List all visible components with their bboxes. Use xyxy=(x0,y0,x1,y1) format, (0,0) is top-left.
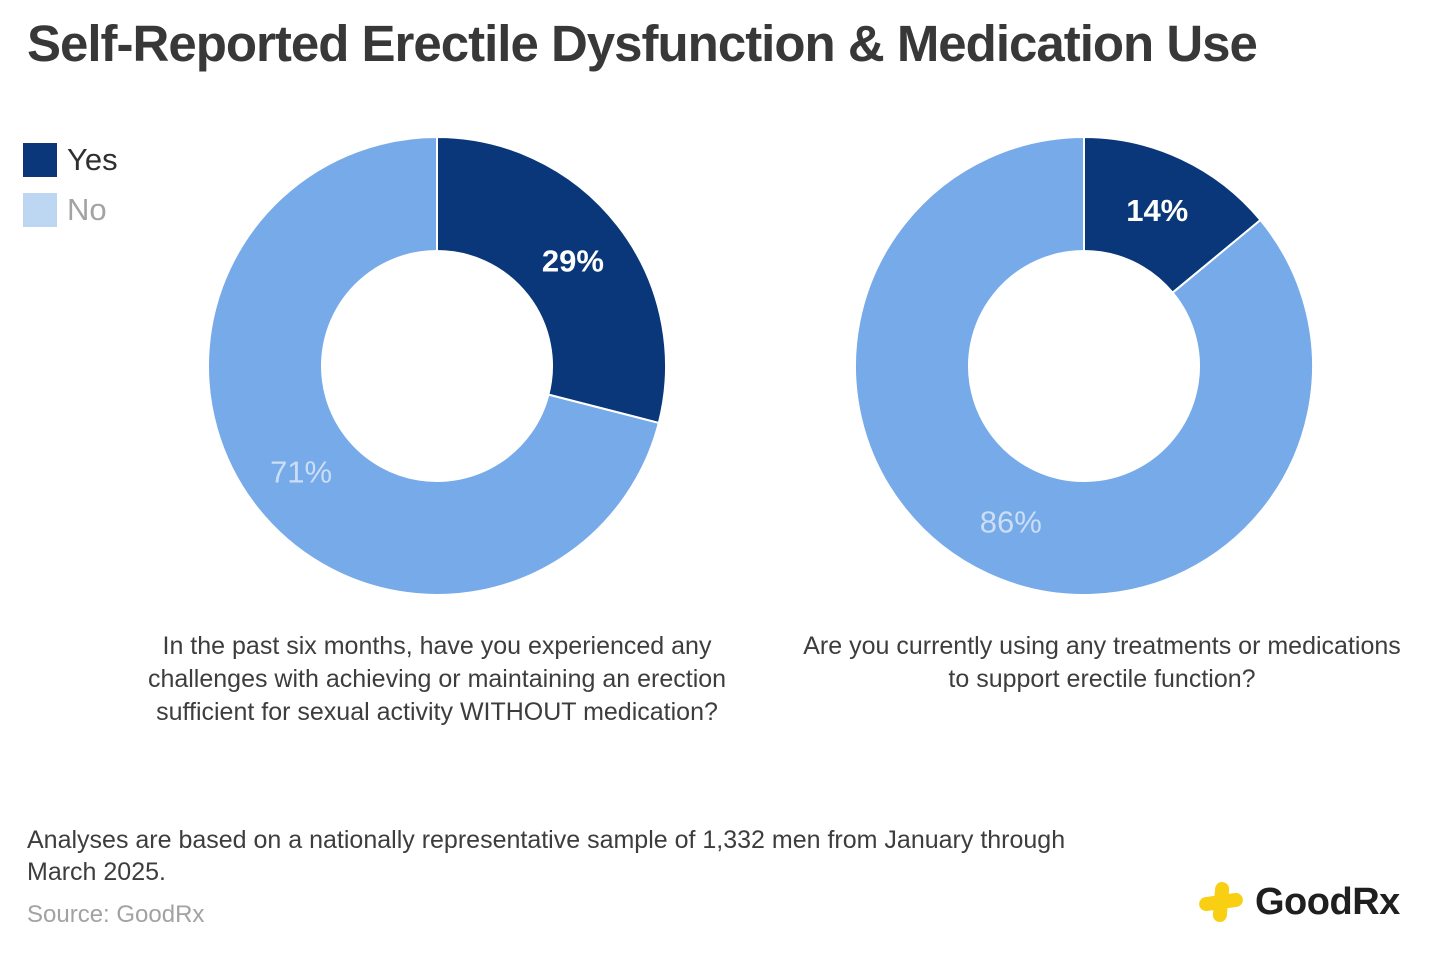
pie-slice-no xyxy=(854,136,1314,596)
slice-label-yes: 14% xyxy=(1126,193,1188,228)
legend-item-yes: Yes xyxy=(23,142,118,178)
slice-label-yes: 29% xyxy=(542,243,604,278)
goodrx-logo-text: GoodRx xyxy=(1255,880,1400,923)
page-title: Self-Reported Erectile Dysfunction & Med… xyxy=(27,15,1258,72)
goodrx-plus-icon xyxy=(1199,882,1243,922)
legend-swatch-no-icon xyxy=(23,193,57,227)
slice-label-no: 71% xyxy=(270,454,332,489)
methodology-note: Analyses are based on a nationally repre… xyxy=(27,826,1066,886)
slice-label-no: 86% xyxy=(980,504,1042,539)
legend-item-no: No xyxy=(23,192,118,228)
chart-question-left: In the past six months, have you experie… xyxy=(147,632,727,726)
goodrx-logo: GoodRx xyxy=(1197,876,1400,928)
donut-chart-medication-use: 14% 86% xyxy=(854,136,1314,596)
legend-label-yes: Yes xyxy=(67,142,118,177)
chart-legend: Yes No xyxy=(23,142,118,242)
source-note: Source: GoodRx xyxy=(27,901,205,928)
legend-label-no: No xyxy=(67,192,107,227)
chart-question-right: Are you currently using any treatments o… xyxy=(803,632,1401,693)
donut-chart-ed-challenges: 29% 71% xyxy=(207,136,667,596)
pie-slice-yes xyxy=(436,136,667,424)
legend-swatch-yes-icon xyxy=(23,143,57,177)
pie-slice-no xyxy=(207,136,660,596)
